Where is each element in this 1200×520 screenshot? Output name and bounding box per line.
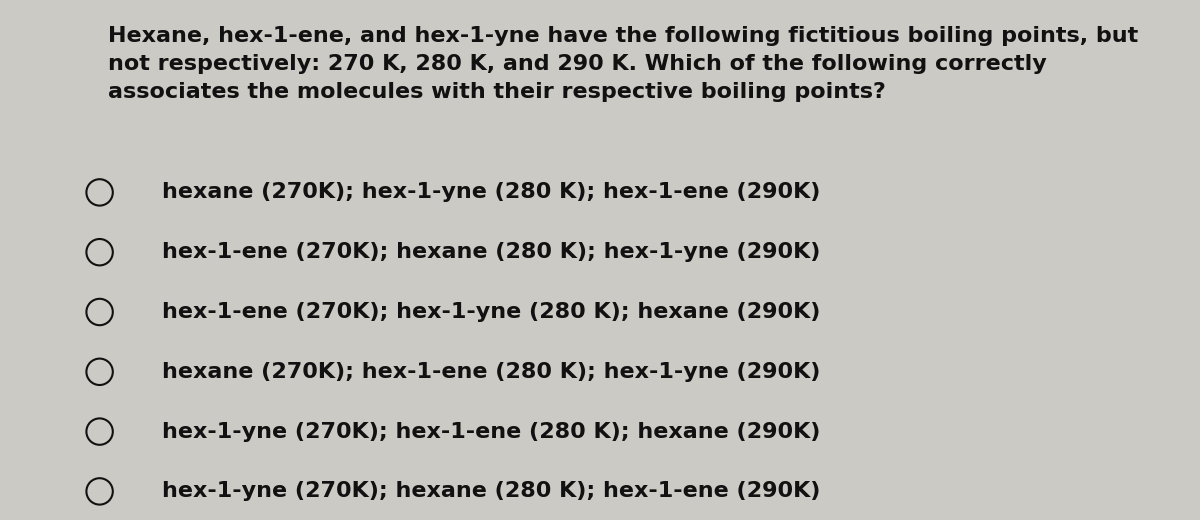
Text: hexane (270K); hex-1-ene (280 K); hex-1-yne (290K): hexane (270K); hex-1-ene (280 K); hex-1-… [162, 362, 821, 382]
Text: hex-1-ene (270K); hex-1-yne (280 K); hexane (290K): hex-1-ene (270K); hex-1-yne (280 K); hex… [162, 302, 821, 322]
Text: Hexane, hex-1-ene, and hex-1-yne have the following fictitious boiling points, b: Hexane, hex-1-ene, and hex-1-yne have th… [108, 26, 1139, 102]
Text: hex-1-yne (270K); hexane (280 K); hex-1-ene (290K): hex-1-yne (270K); hexane (280 K); hex-1-… [162, 482, 821, 501]
Text: hex-1-yne (270K); hex-1-ene (280 K); hexane (290K): hex-1-yne (270K); hex-1-ene (280 K); hex… [162, 422, 821, 441]
Text: hex-1-ene (270K); hexane (280 K); hex-1-yne (290K): hex-1-ene (270K); hexane (280 K); hex-1-… [162, 242, 821, 262]
Text: hexane (270K); hex-1-yne (280 K); hex-1-ene (290K): hexane (270K); hex-1-yne (280 K); hex-1-… [162, 183, 821, 202]
